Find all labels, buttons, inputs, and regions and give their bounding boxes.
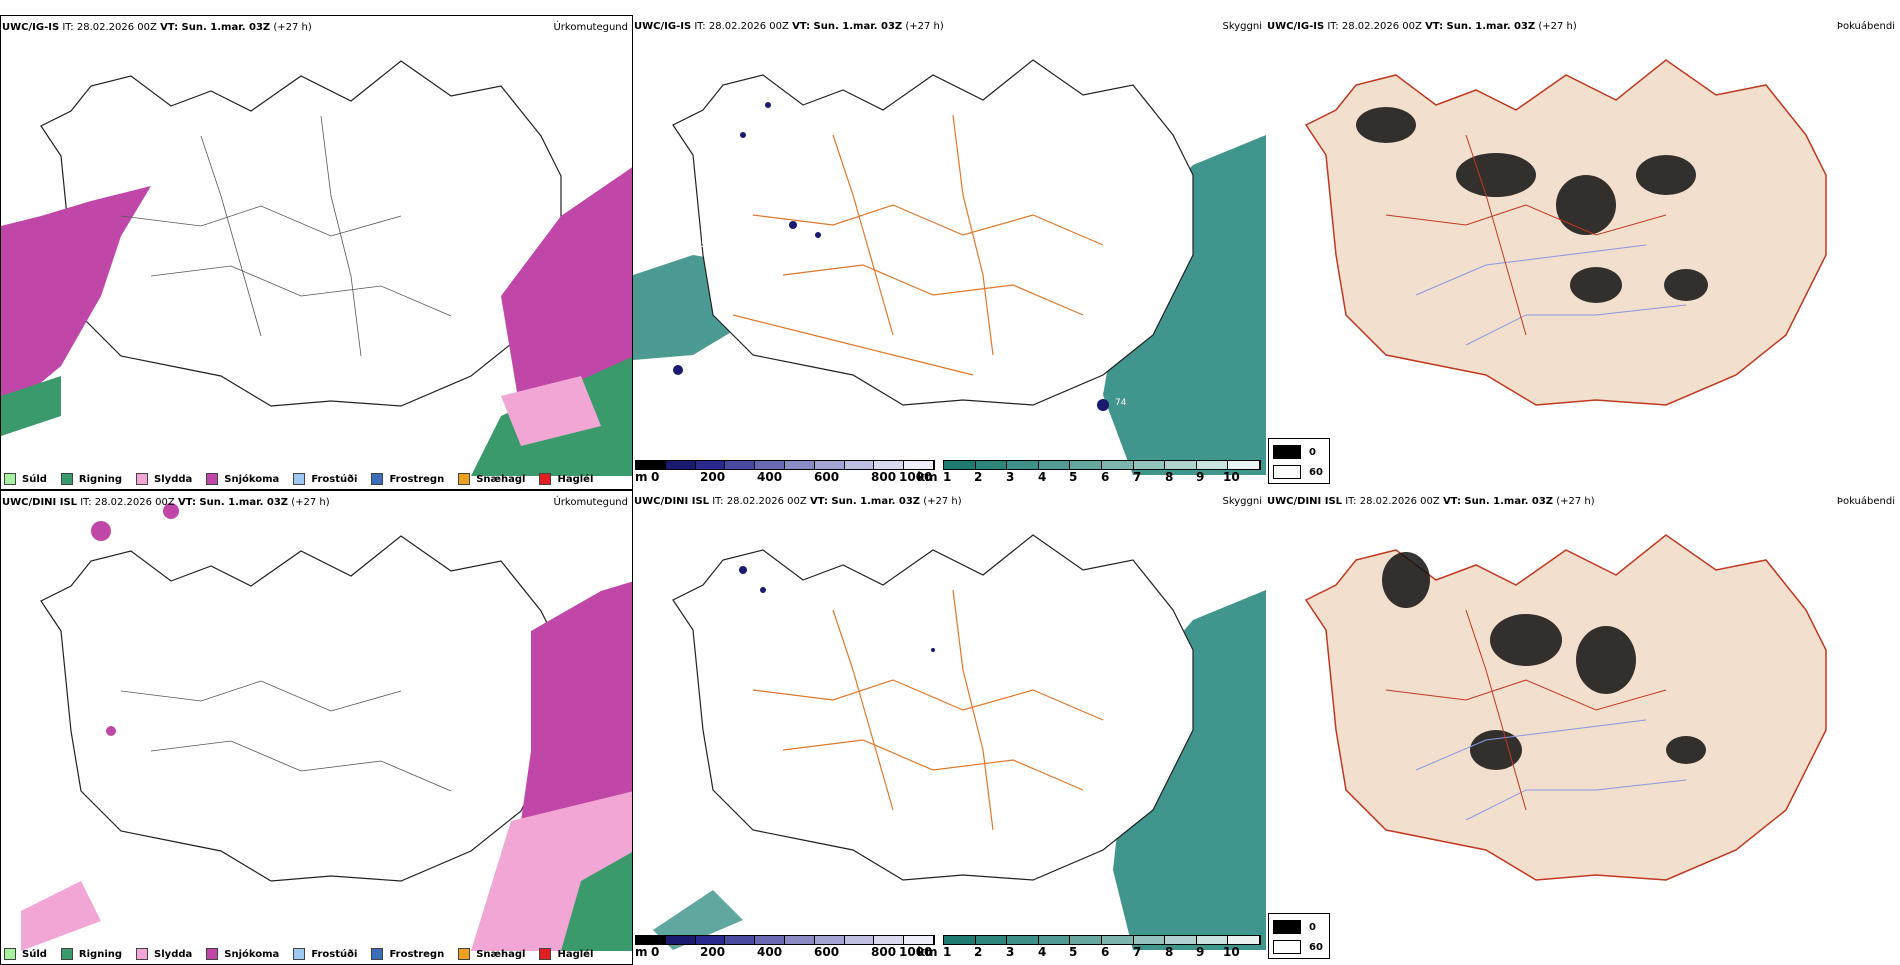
legend-swatch — [60, 473, 73, 485]
legend-swatch — [136, 473, 149, 485]
legend-item: Haglél — [539, 473, 593, 485]
visibility-colorbar: km 1 2 3 4 5 6 7 8 9 10 — [917, 460, 1261, 484]
cloud-base-visibility-map-row1: 545 74 UWC/IG-IS IT: 28.02.2026 00Z VT: … — [633, 15, 1266, 490]
legend-swatch — [458, 473, 471, 485]
legend-item: Slydda — [136, 473, 192, 485]
legend-swatch — [539, 473, 552, 485]
cloud-base-visibility-canvas: 545 74 — [633, 59, 1266, 475]
cloud-base-colorbar: m 0 200 400 600 800 1000 — [635, 460, 935, 484]
panel-header: UWC/IG-IS IT: 28.02.2026 00Z VT: Sun. 1.… — [2, 22, 312, 33]
legend-item: Snæhagl — [458, 473, 525, 485]
panel-title: Þokuábendi — [1836, 496, 1895, 507]
legend-swatch — [293, 473, 306, 485]
legend-swatch — [371, 473, 384, 485]
fog-indicator-map-row1: UWC/IG-IS IT: 28.02.2026 00Z VT: Sun. 1.… — [1266, 15, 1899, 490]
cloud-base-visibility-canvas: 4 — [653, 534, 1266, 950]
colorbar-ticks: km 1 2 3 4 5 6 7 8 9 10 — [917, 470, 1240, 484]
panel-header: UWC/IG-IS IT: 28.02.2026 00Z VT: Sun. 1.… — [1267, 21, 1577, 32]
colorbar-ticks: m 0 200 400 600 800 1000 — [635, 945, 933, 959]
fog-indicator-map-row2: UWC/DINI ISL IT: 28.02.2026 00Z VT: Sun.… — [1266, 490, 1899, 965]
peak-label: 74 — [1115, 398, 1127, 408]
legend-item: Rigning — [60, 473, 122, 485]
legend-swatch — [4, 473, 16, 485]
legend-swatch — [1273, 940, 1301, 954]
colorbar-ticks: m 0 200 400 600 800 1000 — [635, 470, 933, 484]
legend-swatch — [1273, 465, 1301, 479]
visibility-colorbar: km 1 2 3 4 5 6 7 8 9 10 — [917, 935, 1261, 959]
legend-item: Frostúði — [293, 473, 357, 485]
legend-item: Snjókoma — [206, 473, 279, 485]
fog-indicator-canvas — [1304, 59, 1827, 406]
legend-item: Súld — [4, 473, 47, 485]
colorbar-swatches — [635, 935, 935, 945]
panel-header: UWC/DINI ISL IT: 28.02.2026 00Z VT: Sun.… — [1267, 496, 1595, 507]
fog-indicator-canvas — [1304, 534, 1827, 881]
fog-legend-row: 0 — [1273, 920, 1325, 934]
cloud-base-visibility-map-row2: 4 UWC/DINI ISL IT: 28.02.2026 00Z VT: Su… — [633, 490, 1266, 965]
fog-legend-row: 60 — [1273, 465, 1325, 479]
legend-swatch — [1273, 920, 1301, 934]
fog-legend-row: 60 — [1273, 940, 1325, 954]
panel-title: Úrkomutegund — [553, 497, 628, 508]
fog-legend-row: 0 — [1273, 445, 1325, 459]
precip-type-map-row1: UWC/IG-IS IT: 28.02.2026 00Z VT: Sun. 1.… — [0, 15, 633, 490]
panel-header: UWC/DINI ISL IT: 28.02.2026 00Z VT: Sun.… — [2, 497, 330, 508]
panel-title: Úrkomutegund — [553, 22, 628, 33]
panel-header: UWC/IG-IS IT: 28.02.2026 00Z VT: Sun. 1.… — [634, 21, 944, 32]
colorbar-swatches — [635, 460, 935, 470]
peak-label: 545 — [701, 240, 718, 250]
precip-type-map-canvas — [1, 60, 632, 476]
legend-swatch — [1273, 445, 1301, 459]
peak-label: 4 — [1123, 808, 1129, 818]
colorbar-ticks: km 1 2 3 4 5 6 7 8 9 10 — [917, 945, 1240, 959]
panel-header: UWC/DINI ISL IT: 28.02.2026 00Z VT: Sun.… — [634, 496, 962, 507]
panel-title: Skyggni — [1222, 21, 1262, 32]
precip-type-map-canvas — [21, 503, 632, 951]
legend-item: Frostregn — [371, 473, 444, 485]
precip-type-map-row2: UWC/DINI ISL IT: 28.02.2026 00Z VT: Sun.… — [0, 490, 633, 965]
panel-title: Þokuábendi — [1836, 21, 1895, 32]
fog-legend: 0 60 — [1268, 913, 1330, 959]
precip-type-legend: Súld Rigning Slydda Snjókoma Frostúði Fr… — [4, 473, 593, 485]
panel-title: Skyggni — [1222, 496, 1262, 507]
colorbar-swatches — [943, 935, 1261, 945]
colorbar-swatches — [943, 460, 1261, 470]
fog-legend: 0 60 — [1268, 438, 1330, 484]
cloud-base-colorbar: m 0 200 400 600 800 1000 — [635, 935, 935, 959]
legend-swatch — [206, 473, 219, 485]
